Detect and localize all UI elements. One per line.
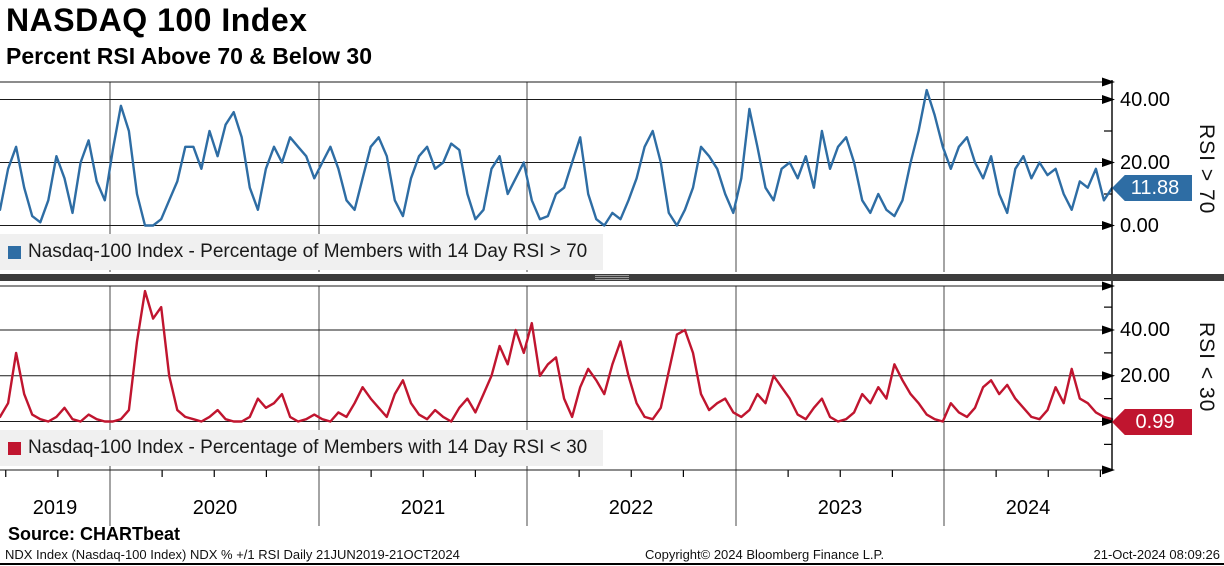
xtick-2020: 2020: [192, 497, 238, 519]
ytick-bottom-40: 40.00: [1120, 319, 1171, 341]
legend-swatch-red: [8, 441, 21, 455]
legend-label-rsi-above-70: Nasdaq-100 Index - Percentage of Members…: [28, 241, 588, 262]
last-value-rsi-below-30: 0.99: [1135, 410, 1175, 433]
footer-timestamp: 21-Oct-2024 08:09:26: [1093, 547, 1220, 562]
ytick-bottom-20: 20.00: [1120, 365, 1171, 387]
panel-divider[interactable]: [0, 274, 1224, 281]
panel-divider-grip-icon[interactable]: [595, 275, 629, 280]
axis-label-rsi-above-70: RSI > 70: [1195, 124, 1218, 215]
source-line: Source: CHARTbeat: [8, 524, 181, 544]
xtick-2019: 2019: [32, 497, 78, 519]
footer-copyright: Copyright© 2024 Bloomberg Finance L.P.: [645, 547, 885, 562]
axis-label-rsi-below-30: RSI < 30: [1195, 322, 1218, 413]
ytick-top-40: 40.00: [1120, 89, 1171, 111]
legend-label-rsi-below-30: Nasdaq-100 Index - Percentage of Members…: [28, 437, 588, 458]
legend-rsi-below-30[interactable]: Nasdaq-100 Index - Percentage of Members…: [0, 430, 604, 466]
last-value-rsi-above-70: 11.88: [1130, 176, 1180, 199]
legend-rsi-above-70[interactable]: Nasdaq-100 Index - Percentage of Members…: [0, 234, 604, 270]
xtick-2024: 2024: [1005, 497, 1051, 519]
xtick-2021: 2021: [400, 497, 446, 519]
xtick-2022: 2022: [608, 497, 654, 519]
page-subtitle: Percent RSI Above 70 & Below 30: [6, 43, 373, 69]
xtick-2023: 2023: [817, 497, 863, 519]
ytick-top-20: 20.00: [1120, 152, 1171, 174]
legend-swatch-blue: [8, 245, 21, 259]
ytick-top-0: 0.00: [1120, 215, 1159, 237]
footer-security-info: NDX Index (Nasdaq-100 Index) NDX % +/1 R…: [5, 547, 460, 562]
last-value-tag-rsi-below-30: 0.99: [1112, 409, 1192, 435]
last-value-tag-rsi-above-70: 11.88: [1112, 175, 1192, 201]
bottom-rule: [0, 563, 1224, 565]
page-title: NASDAQ 100 Index: [6, 2, 308, 38]
